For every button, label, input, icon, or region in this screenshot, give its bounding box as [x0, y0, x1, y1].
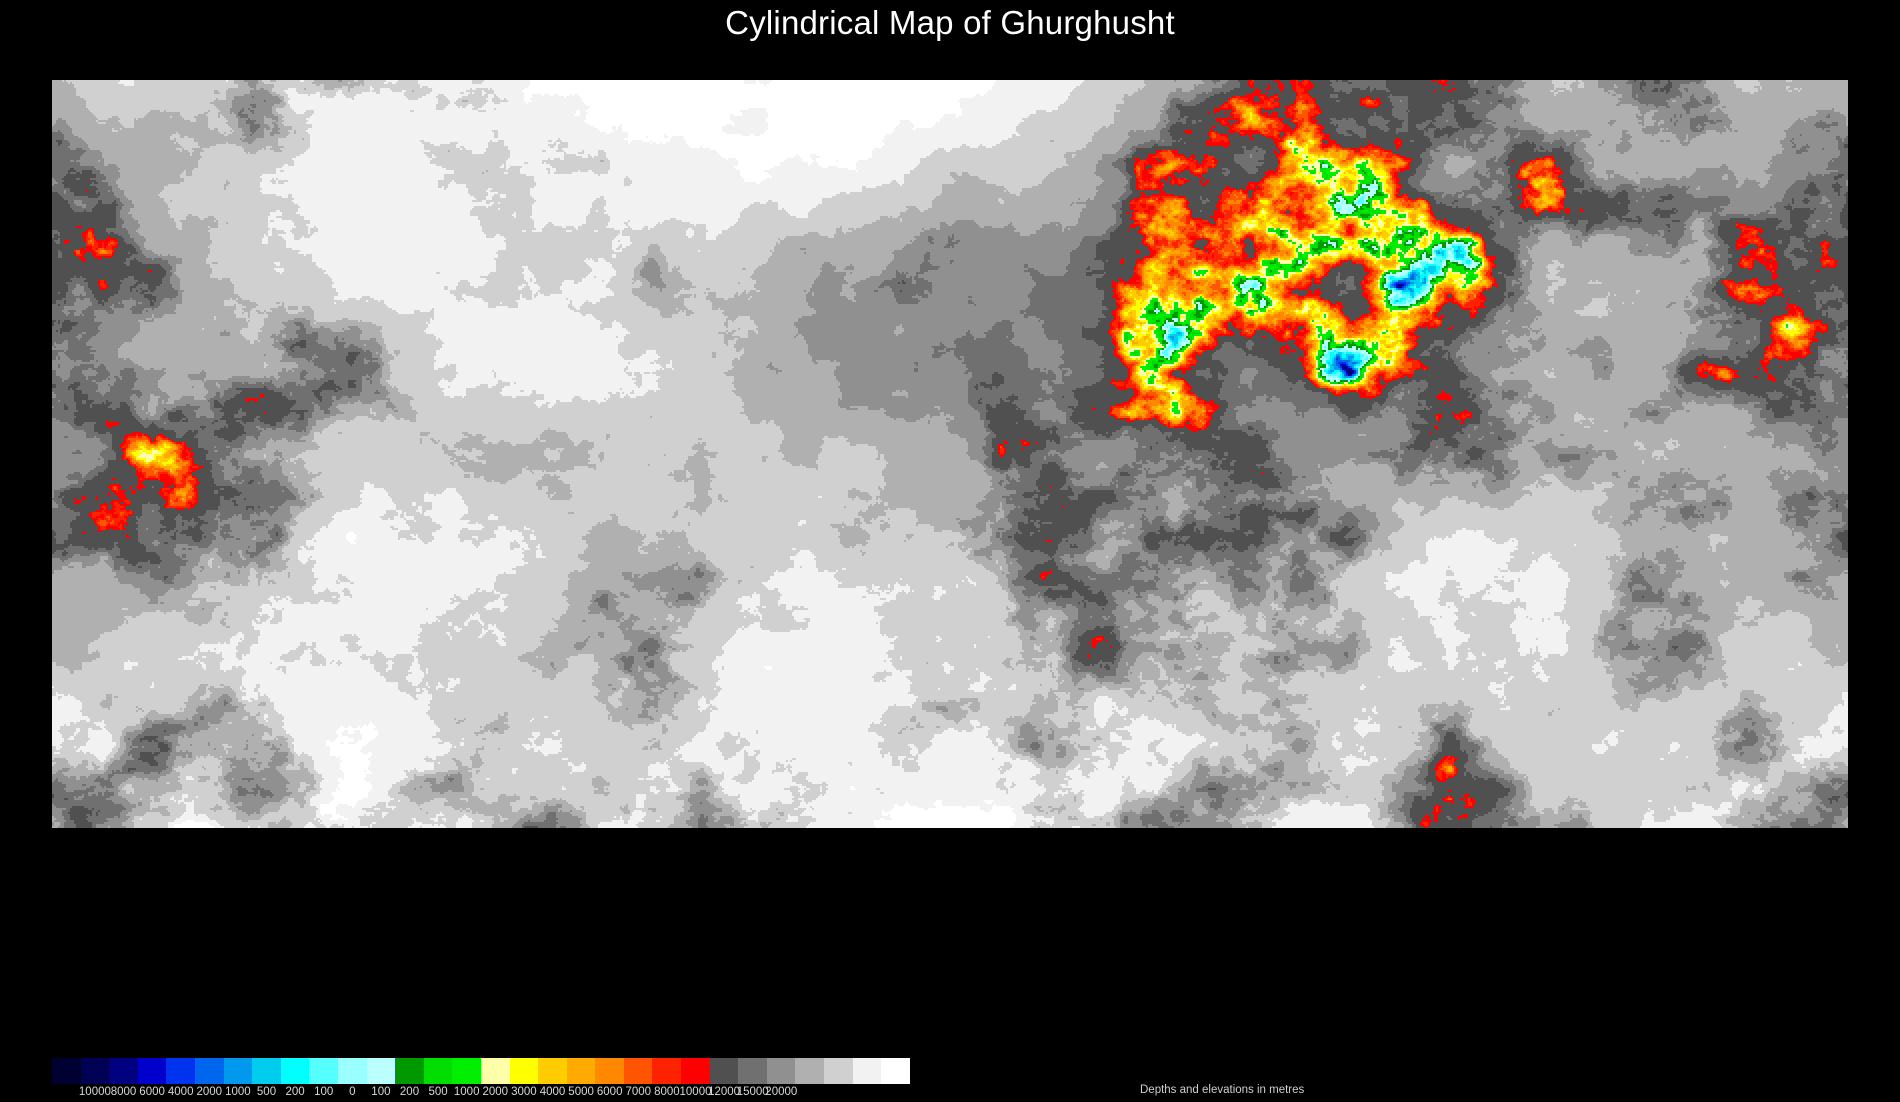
colorbar-band: [538, 1058, 567, 1084]
legend-caption: Depths and elevations in metres: [1140, 1084, 1305, 1096]
colorbar-band: [652, 1058, 682, 1084]
colorbar-tick-label: 2000: [482, 1086, 509, 1098]
colorbar-band: [766, 1058, 796, 1084]
colorbar-tick-label: 4000: [167, 1086, 194, 1098]
colorbar-tick-label: 7000: [625, 1086, 652, 1098]
colorbar-tick-label: 8000: [110, 1086, 137, 1098]
colorbar-tick-label: 200: [285, 1086, 305, 1098]
colorbar-band: [395, 1058, 424, 1084]
colorbar-tick-label: 10000: [78, 1086, 111, 1098]
colorbar-band: [280, 1058, 310, 1084]
elevation-colorbar: [52, 1058, 910, 1084]
colorbar-band: [566, 1058, 596, 1084]
colorbar-band: [223, 1058, 253, 1084]
page-title: Cylindrical Map of Ghurghusht: [725, 4, 1175, 41]
colorbar-band: [738, 1058, 767, 1084]
colorbar-band: [252, 1058, 281, 1084]
colorbar-band: [80, 1058, 110, 1084]
colorbar-tick-label: 15000: [736, 1086, 769, 1098]
colorbar-tick-label: 100: [371, 1086, 391, 1098]
colorbar-tick-label: 200: [399, 1086, 420, 1098]
colorbar-tick-labels: 10000 8000 6000 4000 2000 1000 500 200 100 0 100 20…: [52, 1084, 910, 1102]
colorbar-tick-label: 2000: [196, 1086, 223, 1098]
colorbar-tick-label: 20000: [765, 1086, 798, 1098]
colorbar-band: [509, 1058, 539, 1084]
colorbar-tick-label: 10000: [679, 1086, 712, 1098]
colorbar-tick-label: 5000: [568, 1086, 594, 1098]
colorbar-tick-label: 8000: [654, 1086, 680, 1098]
colorbar-band: [337, 1058, 367, 1084]
colorbar-band: [795, 1058, 825, 1084]
colorbar-tick-label: 500: [256, 1086, 277, 1098]
colorbar-tick-label: 6000: [596, 1086, 623, 1098]
colorbar-band: [595, 1058, 624, 1084]
colorbar-tick-label: 4000: [539, 1086, 566, 1098]
colorbar-band: [681, 1058, 710, 1084]
colorbar-band: [366, 1058, 396, 1084]
legend: 10000 8000 6000 4000 2000 1000 500 200 100 0 100 20…: [52, 1052, 1852, 1098]
map-raster[interactable]: [52, 80, 1848, 828]
colorbar-band: [166, 1058, 195, 1084]
colorbar-band: [852, 1058, 882, 1084]
colorbar-tick-label: 1000: [453, 1086, 480, 1098]
colorbar-band: [309, 1058, 338, 1084]
colorbar-tick-label: 0: [349, 1086, 356, 1098]
colorbar-band: [137, 1058, 167, 1084]
colorbar-tick-label: 6000: [139, 1086, 165, 1098]
colorbar-band: [709, 1058, 739, 1084]
colorbar-band: [824, 1058, 853, 1084]
colorbar-band: [423, 1058, 453, 1084]
colorbar-band: [480, 1058, 510, 1084]
cylindrical-map-figure[interactable]: [52, 80, 1848, 828]
colorbar-band: [452, 1058, 481, 1084]
colorbar-tick-label: 1000: [225, 1086, 251, 1098]
colorbar-tick-label: 500: [428, 1086, 448, 1098]
colorbar-band: [52, 1058, 81, 1084]
colorbar-tick-label: 12000: [708, 1086, 741, 1098]
colorbar-band: [623, 1058, 653, 1084]
colorbar-tick-label: 100: [314, 1086, 334, 1098]
colorbar-band: [194, 1058, 224, 1084]
colorbar-band: [881, 1058, 910, 1084]
colorbar-band: [109, 1058, 138, 1084]
colorbar-tick-label: 3000: [511, 1086, 537, 1098]
